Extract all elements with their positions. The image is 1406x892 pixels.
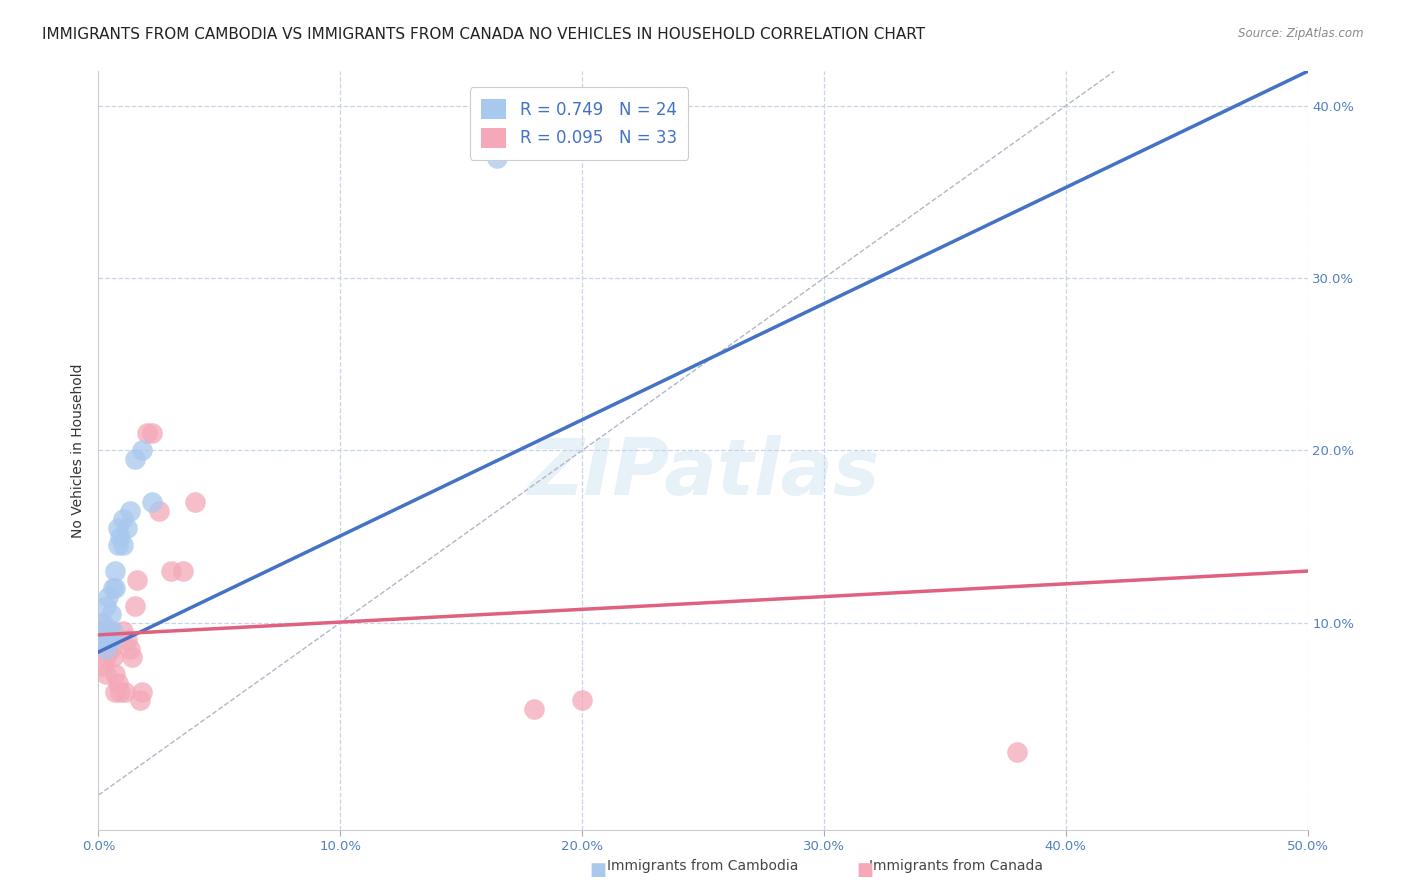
Text: Source: ZipAtlas.com: Source: ZipAtlas.com [1239,27,1364,40]
Point [94,667,117,681]
Point [1007,745,1029,759]
Point [91,633,114,648]
Point [97,590,120,604]
Text: ■: ■ [856,861,873,879]
Text: IMMIGRANTS FROM CAMBODIA VS IMMIGRANTS FROM CANADA NO VEHICLES IN HOUSEHOLD CORR: IMMIGRANTS FROM CAMBODIA VS IMMIGRANTS F… [42,27,925,42]
Point [124,599,146,613]
Point [108,684,131,698]
Point [131,684,153,698]
Point [100,633,122,648]
Point [571,693,593,707]
Point [100,641,122,656]
Point [117,521,139,535]
Point [118,504,141,518]
Point [104,684,127,698]
Point [97,624,120,639]
Point [184,495,207,509]
Point [108,530,131,544]
Point [90,615,112,630]
Point [91,615,114,630]
Point [128,693,150,707]
Point [141,495,163,509]
Point [124,452,146,467]
Point [111,512,134,526]
Point [90,624,112,639]
Point [111,538,134,552]
Point [172,564,194,578]
Point [104,564,127,578]
Point [94,650,117,665]
Text: Immigrants from Canada: Immigrants from Canada [869,859,1043,872]
Point [114,684,136,698]
Point [127,573,149,587]
Point [90,624,112,639]
Point [94,641,117,656]
Point [101,624,124,639]
Point [111,624,134,639]
Text: Immigrants from Cambodia: Immigrants from Cambodia [607,859,799,872]
Point [131,443,153,458]
Point [107,676,129,690]
Point [121,650,143,665]
Point [104,582,127,596]
Point [100,607,122,622]
Point [104,667,127,681]
Text: ■: ■ [589,861,606,879]
Point [94,599,117,613]
Point [90,633,112,648]
Point [91,658,114,673]
Point [107,538,129,552]
Point [97,633,120,648]
Point [97,641,120,656]
Point [141,426,163,441]
Point [101,582,124,596]
Legend: R = 0.749   N = 24, R = 0.095   N = 33: R = 0.749 N = 24, R = 0.095 N = 33 [470,87,689,160]
Point [135,426,157,441]
Y-axis label: No Vehicles in Household: No Vehicles in Household [70,363,84,538]
Point [523,702,546,716]
Point [107,521,129,535]
Point [118,641,141,656]
Point [148,504,170,518]
Point [117,633,139,648]
Point [486,151,509,165]
Text: ZIPatlas: ZIPatlas [527,435,879,511]
Point [101,650,124,665]
Point [160,564,183,578]
Point [100,624,122,639]
